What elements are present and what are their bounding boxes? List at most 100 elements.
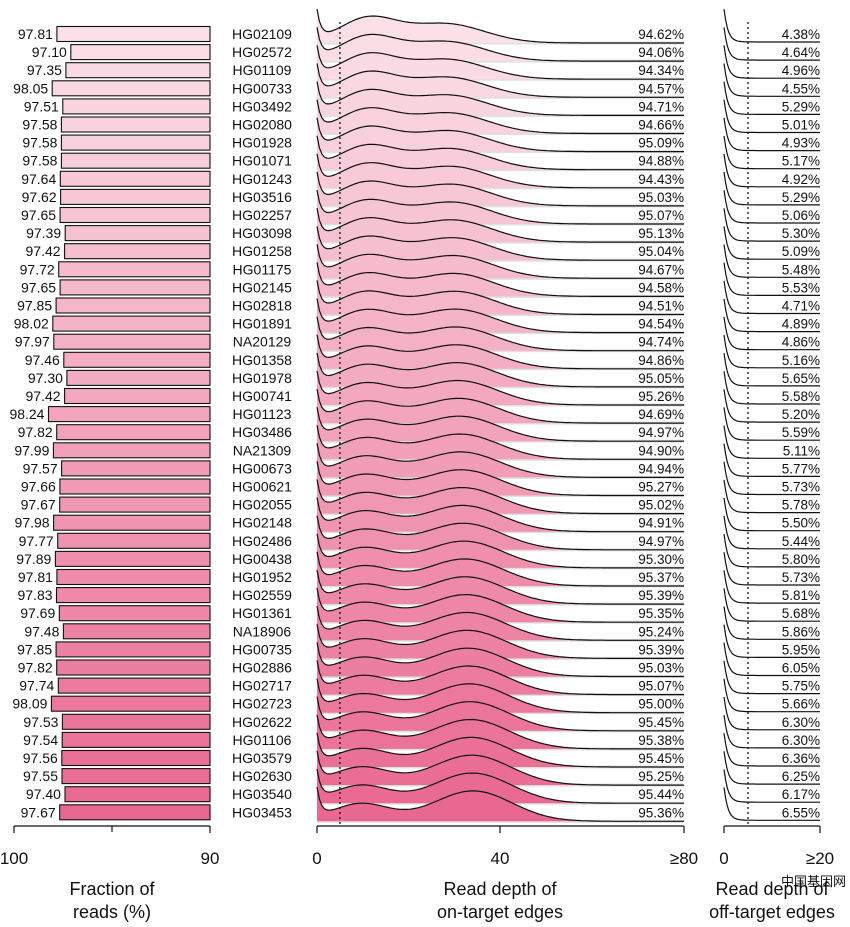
- sample-id-label: HG02717: [232, 678, 292, 694]
- on-target-percent: 94.74%: [638, 335, 684, 350]
- on-target-density-fill: [317, 787, 684, 822]
- on-target-density-fill: [317, 45, 684, 80]
- sample-id-label: HG02080: [232, 117, 292, 133]
- on-target-density-fill: [317, 81, 684, 116]
- sample-id-label: HG03516: [232, 189, 292, 205]
- on-target-percent: 95.30%: [638, 552, 684, 567]
- off-target-percent: 5.50%: [782, 516, 820, 531]
- on-target-density-fill: [317, 117, 684, 152]
- fraction-bar: [60, 116, 211, 133]
- on-target-percent: 95.03%: [638, 190, 684, 205]
- fraction-value-label: 97.40: [26, 786, 61, 802]
- off-target-percent: 5.17%: [782, 154, 820, 169]
- on-target-density-line: [316, 678, 684, 714]
- fraction-value-label: 98.05: [13, 80, 48, 96]
- fraction-bar: [54, 550, 211, 567]
- on-target-percent: 94.71%: [638, 99, 684, 114]
- off-target-density-line: [723, 696, 820, 731]
- sample-id-label: HG02486: [232, 533, 292, 549]
- watermark-text: 中国基因网: [781, 874, 846, 889]
- on-target-density-fill: [317, 497, 684, 532]
- on-target-density-line: [316, 171, 684, 207]
- on-target-axis: 0 40 ≥80 Read depth of on-target edges: [312, 825, 698, 922]
- off-target-percent: 5.80%: [782, 552, 820, 567]
- on-target-density-line: [316, 750, 684, 786]
- off-target-density-line: [723, 479, 820, 514]
- off-target-percent: 4.71%: [782, 299, 820, 314]
- on-target-tick-0: 0: [312, 849, 321, 868]
- on-target-percent: 94.58%: [638, 280, 684, 295]
- fraction-value-label: 97.53: [23, 714, 58, 730]
- fraction-value-label: 97.89: [16, 551, 51, 567]
- on-target-density-fill: [317, 606, 684, 641]
- fraction-bar: [52, 442, 211, 459]
- off-target-density-line: [723, 769, 820, 803]
- sample-id-label: HG01258: [232, 243, 292, 259]
- fraction-value-label: 97.57: [23, 460, 58, 476]
- fraction-value-label: 97.65: [21, 279, 56, 295]
- off-target-percent: 5.30%: [782, 226, 820, 241]
- fraction-value-label: 97.67: [21, 497, 56, 513]
- on-target-density-line: [316, 135, 684, 171]
- off-target-density-line: [723, 353, 820, 387]
- off-target-percent: 4.64%: [782, 45, 820, 60]
- off-target-axis-title-line1: Read depth of: [715, 879, 829, 899]
- fraction-value-label: 97.62: [22, 189, 57, 205]
- on-target-density-fill: [317, 714, 684, 749]
- sample-id-label: HG02559: [232, 587, 292, 603]
- fraction-value-label: 97.39: [26, 225, 61, 241]
- sample-id-label: HG01175: [233, 261, 292, 277]
- on-target-percent: 95.25%: [638, 769, 684, 784]
- off-target-percent: 5.81%: [782, 588, 820, 603]
- fraction-bar: [47, 406, 211, 423]
- on-target-percent: 94.57%: [638, 81, 684, 96]
- on-target-tick-40: 40: [491, 849, 510, 868]
- fraction-bar: [61, 460, 211, 477]
- on-target-density-line: [316, 189, 684, 225]
- fraction-bar: [52, 315, 211, 332]
- fraction-value-label: 97.74: [19, 678, 54, 694]
- on-target-density-line: [316, 714, 684, 750]
- off-target-density-line: [723, 660, 820, 695]
- fraction-bar: [58, 261, 211, 278]
- off-target-percent: 4.96%: [782, 63, 820, 78]
- fraction-bar: [61, 731, 211, 748]
- sample-id-label: HG00733: [232, 80, 292, 96]
- off-target-density-line: [723, 172, 820, 206]
- on-target-percent: 94.91%: [638, 516, 684, 531]
- sample-id-label: HG02148: [232, 515, 292, 531]
- fraction-value-label: 97.98: [15, 515, 50, 531]
- sample-id-label: HG02055: [232, 497, 292, 513]
- sample-id-label: HG03486: [232, 424, 292, 440]
- on-target-percent: 94.06%: [638, 45, 684, 60]
- on-target-percent: 95.00%: [638, 697, 684, 712]
- on-target-percent: 95.04%: [638, 244, 684, 259]
- fraction-bar: [66, 369, 211, 386]
- fraction-bar: [59, 170, 211, 187]
- on-target-density-fill: [317, 316, 684, 351]
- fraction-value-label: 97.99: [14, 442, 49, 458]
- fraction-bar: [59, 279, 211, 296]
- on-target-percent: 95.44%: [638, 787, 684, 802]
- on-target-density-fill: [317, 153, 684, 188]
- on-target-percent: 95.39%: [638, 588, 684, 603]
- on-target-density-fill: [317, 334, 684, 369]
- on-target-percent: 94.90%: [638, 443, 684, 458]
- on-target-density-line: [316, 334, 684, 370]
- fraction-bar: [59, 496, 211, 513]
- fraction-value-label: 97.30: [28, 370, 63, 386]
- sample-id-label: HG00438: [232, 551, 292, 567]
- off-target-percent: 4.92%: [782, 172, 820, 187]
- on-target-density-fill: [317, 515, 684, 550]
- off-target-percent: 5.68%: [782, 606, 820, 621]
- fraction-value-label: 97.64: [21, 171, 56, 187]
- sample-id-label: HG00673: [232, 460, 292, 476]
- fraction-bar: [56, 659, 211, 676]
- on-target-percent: 95.02%: [638, 498, 684, 513]
- off-target-percent: 5.29%: [782, 190, 820, 205]
- fraction-value-label: 97.83: [17, 587, 52, 603]
- fraction-value-label: 97.46: [25, 352, 60, 368]
- fraction-bar: [59, 206, 211, 224]
- fraction-value-label: 97.97: [15, 334, 50, 350]
- off-target-density-line: [723, 63, 820, 97]
